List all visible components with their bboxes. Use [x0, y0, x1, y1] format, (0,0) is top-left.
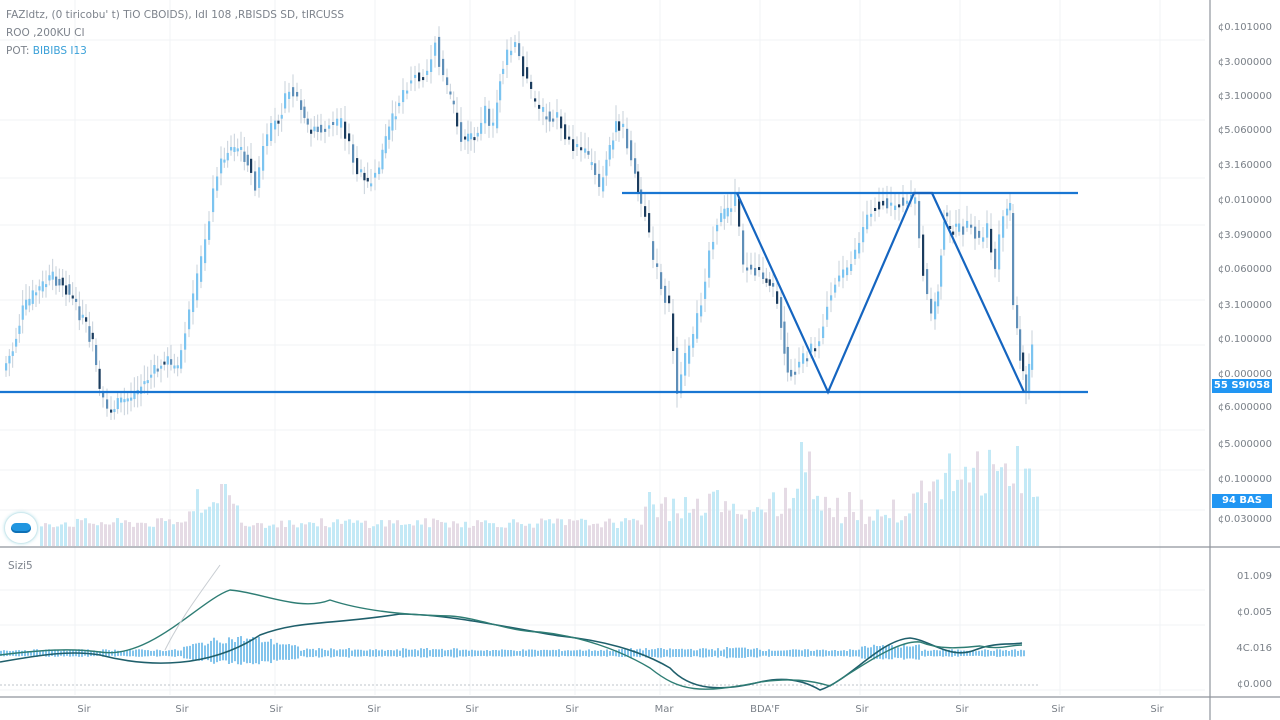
price-axis-label: ¢0.100000 — [1217, 334, 1272, 345]
legend-value: BIBIBS I13 — [32, 45, 87, 57]
price-axis-label: ¢3.100000 — [1217, 91, 1272, 102]
oscillator-title: Sizi5 — [8, 560, 33, 572]
legend-value: ,200KU CI — [33, 27, 85, 39]
price-axis-label: ¢3.100000 — [1217, 300, 1272, 311]
time-axis-label: Sir — [855, 704, 869, 715]
macd-oscillator — [0, 564, 1040, 691]
time-axis-label: Sir — [77, 704, 91, 715]
price-axis-label: ¢6.000000 — [1217, 402, 1272, 413]
price-axis-label: ¢0.000000 — [1217, 369, 1272, 380]
oscillator-axis-label: ¢0.005 — [1237, 607, 1272, 618]
time-axis-label: Sir — [1051, 704, 1065, 715]
symbol-legend: FAZIdtz, (0 tiricobu' t) TiO CBOIDS), Id… — [6, 6, 344, 60]
oscillator-axis-label: 4C.016 — [1236, 643, 1272, 654]
price-axis-label: ¢0.101000 — [1217, 22, 1272, 33]
price-axis-label: ¢0.060000 — [1217, 264, 1272, 275]
current-price-tag: 55 S9I058 — [1212, 379, 1272, 393]
price-axis-label: ¢0.100000 — [1217, 474, 1272, 485]
time-axis-label: Sir — [175, 704, 189, 715]
legend-label: POT: — [6, 45, 30, 57]
channel-drawings[interactable] — [0, 191, 1088, 395]
price-axis-label: ¢0.010000 — [1217, 195, 1272, 206]
oscillator-axis-label: 01.009 — [1237, 571, 1272, 582]
legend-row-3: POT: BIBIBS I13 — [6, 42, 344, 60]
time-axis-label: Sir — [465, 704, 479, 715]
time-axis-label: BDA'F — [750, 704, 780, 715]
time-axis-label: Sir — [955, 704, 969, 715]
time-axis-label: Sir — [1150, 704, 1164, 715]
price-axis-label: ¢0.030000 — [1217, 514, 1272, 525]
cloud-icon — [11, 523, 31, 533]
time-axis-label: Mar — [654, 704, 674, 715]
price-candles — [5, 26, 1034, 420]
price-axis-label: ¢3.000000 — [1217, 57, 1272, 68]
price-axis-label: ¢5.000000 — [1217, 439, 1272, 450]
time-axis-label: Sir — [565, 704, 579, 715]
toggle-indicators-button[interactable] — [4, 512, 38, 544]
oscillator-axis-label: ¢0.000 — [1237, 679, 1272, 690]
price-axis-label: ¢3.160000 — [1217, 160, 1272, 171]
time-axis-label: Sir — [269, 704, 283, 715]
legend-row-2: ROO ,200KU CI — [6, 24, 344, 42]
time-axis-label: Sir — [367, 704, 381, 715]
volume-bars — [40, 442, 1039, 546]
price-axis-label: ¢3.090000 — [1217, 230, 1272, 241]
legend-title: FAZIdtz, (0 tiricobu' t) TiO CBOIDS), Id… — [6, 9, 345, 21]
price-axis-label: ¢5.060000 — [1217, 125, 1272, 136]
legend-label: ROO — [6, 27, 30, 39]
volume-value-tag: 94 BAS — [1212, 494, 1272, 508]
